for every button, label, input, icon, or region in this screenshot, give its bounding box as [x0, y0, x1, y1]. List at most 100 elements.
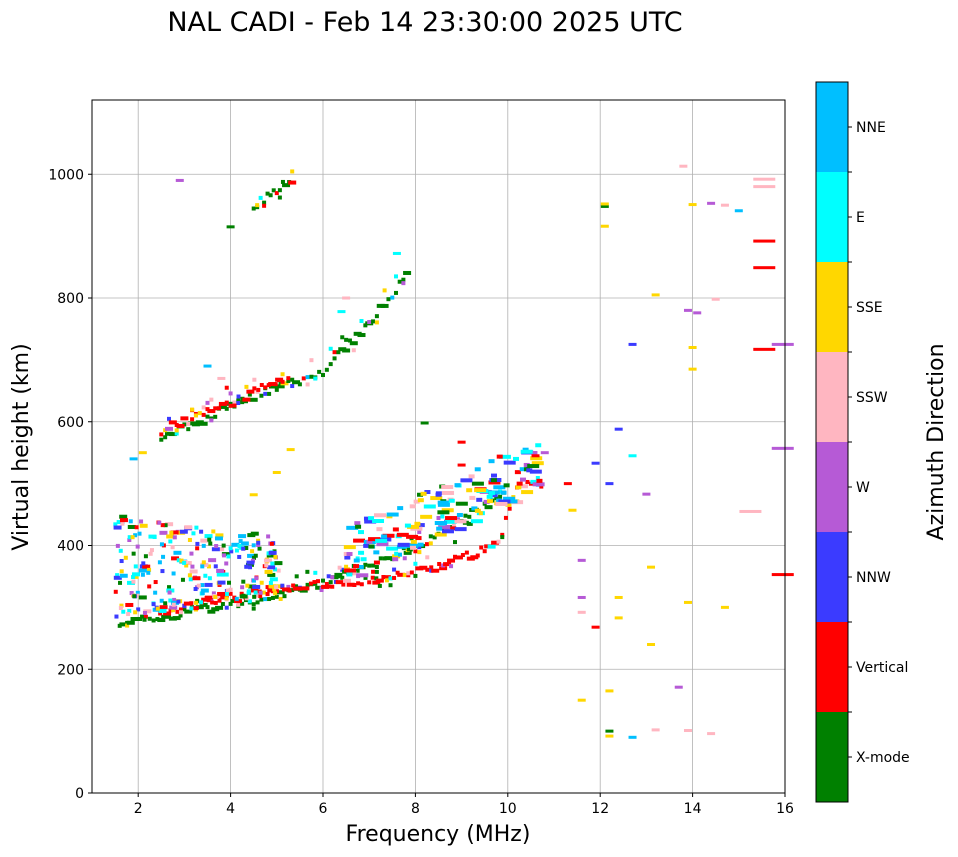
echo-point [614, 616, 623, 620]
trace-echo [268, 384, 277, 389]
trace-echo [475, 553, 480, 558]
trace-echo [328, 580, 333, 585]
spread-echo [376, 542, 389, 547]
trace-echo [487, 544, 496, 549]
spread-echo [196, 583, 201, 588]
spread-echo [386, 512, 399, 517]
spread-echo [130, 535, 135, 540]
spread-echo [505, 502, 512, 507]
spread-echo [211, 547, 220, 552]
spread-echo [129, 591, 134, 596]
spread-echo [441, 529, 454, 534]
trace-echo [394, 551, 399, 556]
trace-echo [239, 591, 244, 596]
trace-echo [178, 607, 183, 612]
spread-echo [529, 469, 542, 474]
trace-echo [494, 496, 499, 501]
trace-echo [175, 609, 180, 614]
trace-echo [246, 389, 255, 394]
spread-echo [346, 525, 359, 530]
trace-echo [158, 611, 163, 616]
trace-echo [384, 556, 393, 561]
trace-echo [382, 575, 391, 580]
spread-echo [519, 477, 526, 482]
echo-point [342, 296, 351, 300]
trace-echo [259, 382, 264, 387]
trace-echo [186, 421, 191, 426]
spread-echo [167, 585, 172, 590]
spread-echo [224, 592, 229, 597]
spread-echo [201, 543, 206, 548]
echo-point [753, 347, 776, 351]
trace-echo [280, 372, 285, 377]
trace-echo [165, 426, 173, 431]
spread-echo [356, 573, 369, 578]
trace-echo [301, 586, 306, 591]
echo-point [734, 209, 743, 213]
x-tick-label: 8 [411, 801, 420, 817]
spread-echo [248, 565, 253, 570]
trace-echo [205, 414, 210, 419]
trace-echo [491, 540, 500, 545]
spread-echo [143, 609, 152, 614]
trace-echo [263, 385, 268, 390]
trace-echo [393, 290, 398, 295]
trace-echo [330, 575, 339, 580]
trace-echo [213, 414, 218, 419]
trace-echo [190, 407, 195, 412]
trace-echo [294, 584, 299, 589]
trace-echo [204, 595, 213, 600]
spread-echo [491, 493, 498, 498]
spread-echo [372, 518, 385, 523]
spread-echo [203, 573, 208, 578]
trace-echo [372, 580, 381, 585]
spread-echo [244, 564, 249, 569]
y-tick-label: 400 [57, 539, 84, 555]
echo-point [683, 729, 692, 733]
spread-echo [266, 551, 271, 556]
trace-echo [232, 400, 237, 405]
spread-echo [454, 483, 461, 488]
spread-echo [214, 544, 219, 549]
echo-point [688, 346, 697, 349]
colorbar-tick-label: SSE [856, 300, 883, 316]
spread-echo [119, 569, 124, 574]
spread-echo [187, 537, 192, 542]
spread-echo [200, 562, 209, 567]
spread-echo [234, 548, 239, 553]
spread-echo [476, 497, 483, 502]
spread-echo [207, 576, 212, 581]
y-tick-label: 0 [75, 786, 84, 802]
echo-point [286, 448, 295, 452]
trace-echo [274, 191, 279, 196]
y-tick-label: 600 [57, 415, 84, 431]
spread-echo [217, 591, 226, 596]
spread-echo [264, 569, 273, 574]
trace-echo [209, 397, 214, 402]
spread-echo [466, 488, 473, 493]
echo-point [614, 427, 623, 431]
trace-echo [262, 203, 267, 208]
trace-echo [126, 620, 135, 625]
colorbar-segment [816, 442, 848, 532]
x-tick-label: 12 [591, 801, 609, 817]
trace-echo [249, 397, 258, 402]
trace-echo [247, 392, 252, 397]
spread-echo [438, 524, 451, 529]
spread-echo [513, 456, 520, 461]
echo-point [628, 735, 637, 739]
trace-echo [298, 586, 303, 591]
spread-echo [118, 605, 123, 610]
spread-echo [180, 577, 185, 582]
spread-echo [172, 535, 177, 540]
trace-echo [417, 545, 422, 550]
trace-echo [233, 599, 242, 604]
y-tick-label: 200 [57, 662, 84, 678]
spread-echo [138, 595, 147, 600]
trace-echo [402, 573, 407, 578]
colorbar-tick-label: Vertical [856, 660, 908, 676]
trace-echo [178, 610, 183, 615]
colorbar-tick-label: SSW [856, 390, 888, 406]
spread-echo [450, 526, 457, 531]
spread-echo [207, 537, 212, 542]
